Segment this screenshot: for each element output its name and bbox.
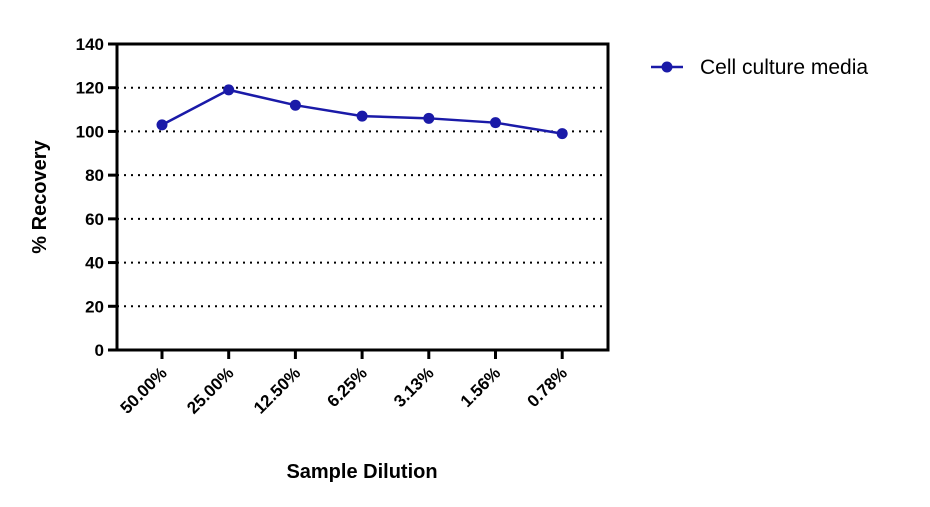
x-tick-label: 6.25% — [323, 363, 371, 411]
x-axis-title: Sample Dilution — [286, 461, 437, 483]
data-point — [156, 119, 168, 131]
y-tick-label: 120 — [76, 79, 104, 98]
data-point — [289, 99, 301, 111]
data-point — [490, 117, 501, 129]
legend-label: Cell culture media — [700, 56, 868, 79]
y-axis-title: % Recovery — [29, 139, 51, 253]
legend-marker — [661, 61, 673, 73]
data-point — [556, 128, 568, 140]
axes — [115, 42, 610, 352]
x-tick-label: 50.00% — [117, 363, 171, 417]
x-tick-label: 0.78% — [524, 363, 572, 411]
y-tick-label: 40 — [85, 254, 104, 273]
legend: Cell culture media — [651, 56, 868, 79]
x-tick-label: 1.56% — [457, 363, 505, 411]
x-tick-label: 3.13% — [390, 363, 438, 411]
plot-frame — [115, 42, 610, 352]
y-tick-label: 140 — [76, 35, 104, 54]
y-tick-label: 60 — [85, 210, 104, 229]
grid — [117, 86, 608, 308]
x-tick-label: 12.50% — [250, 363, 304, 417]
y-ticks: 0 20 40 60 80 100 120 140 — [76, 35, 117, 360]
y-tick-label: 20 — [85, 297, 104, 316]
y-tick-label: 80 — [85, 166, 104, 185]
y-tick-label: 100 — [76, 122, 104, 141]
y-tick-label: 0 — [95, 341, 104, 360]
series — [156, 84, 568, 140]
data-point — [223, 84, 235, 96]
x-tick-label: 25.00% — [183, 363, 237, 417]
x-ticks: 50.00% 25.00% 12.50% 6.25% 3.13% 1.56% 0.78% — [117, 350, 571, 418]
data-point — [423, 112, 435, 124]
data-point — [356, 110, 368, 122]
